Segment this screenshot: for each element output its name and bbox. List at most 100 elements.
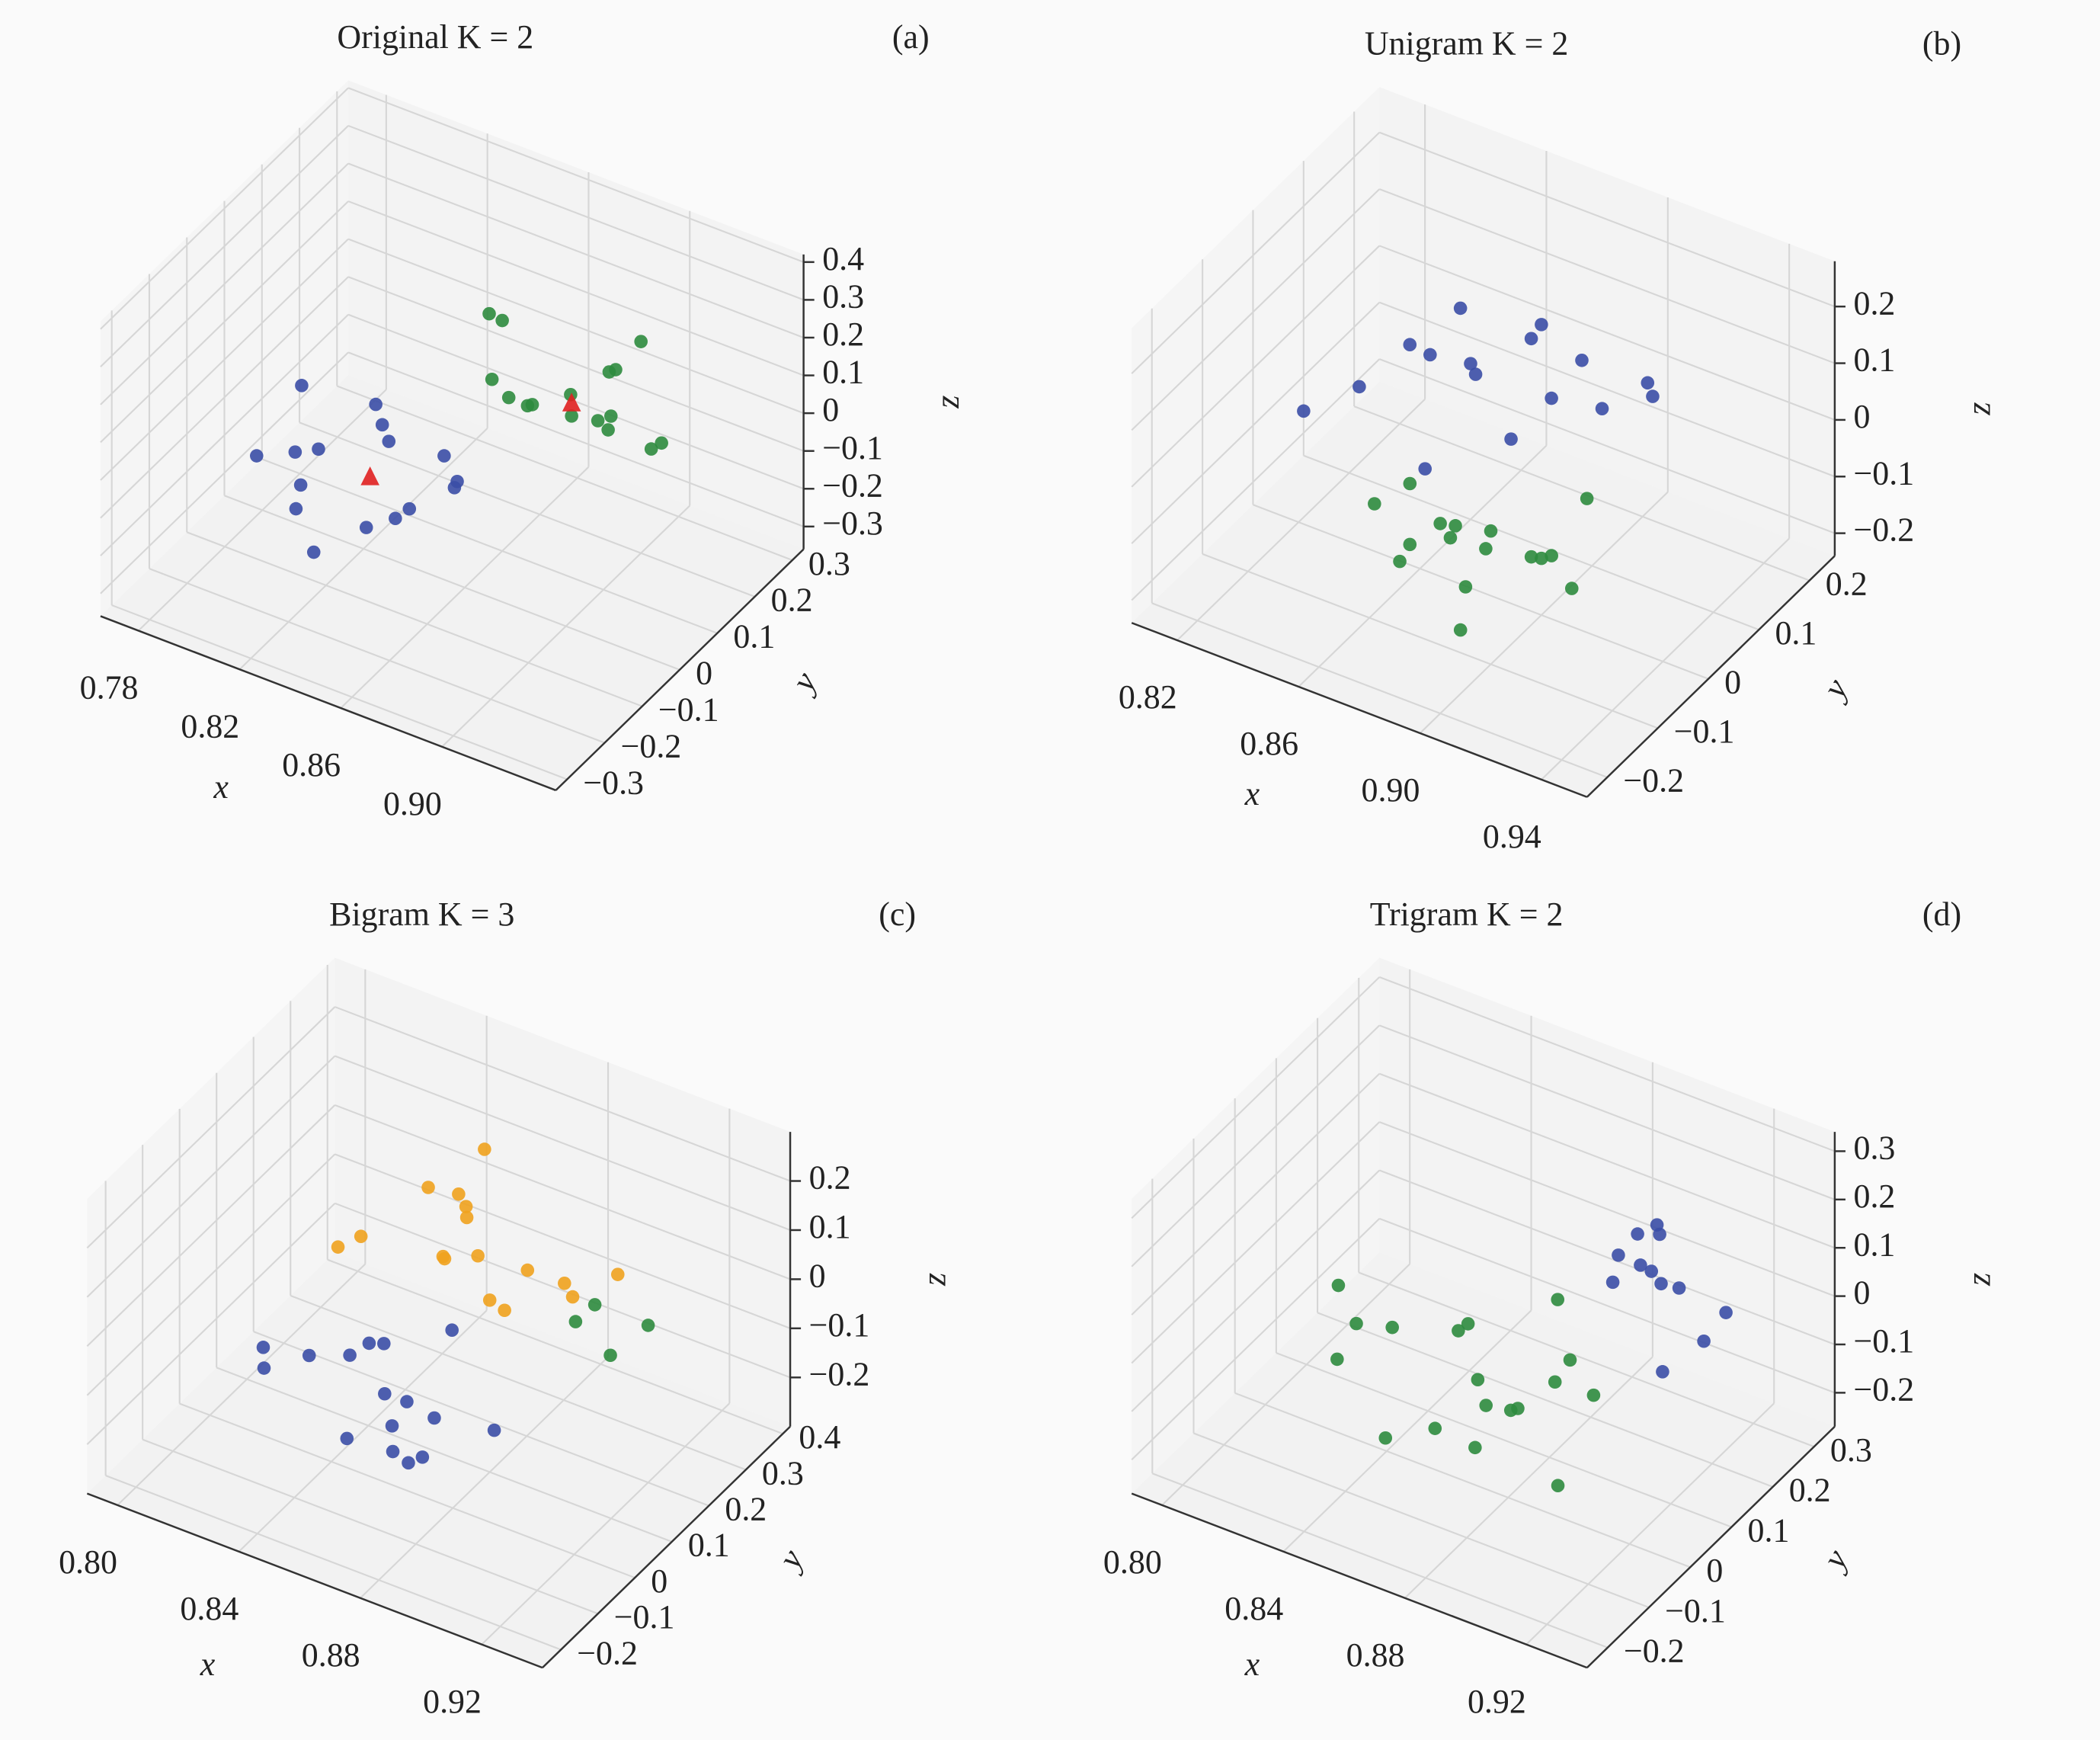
grid-line (336, 385, 793, 561)
point (1595, 402, 1609, 415)
grid-line (100, 125, 349, 368)
grid-line (1378, 301, 1836, 478)
z-tick-label: 0.3 (1854, 1130, 1896, 1167)
point (1641, 376, 1655, 390)
point (558, 1277, 571, 1290)
grid-line (111, 604, 568, 780)
point (1605, 1275, 1620, 1290)
y-tick-label: −0.1 (1674, 713, 1735, 750)
point (1368, 497, 1381, 511)
grid-line (347, 162, 804, 338)
point (485, 372, 499, 386)
point (389, 511, 402, 526)
point (375, 418, 389, 432)
y-tick-label: 0.3 (1830, 1431, 1872, 1469)
axis-line (1131, 1492, 1588, 1669)
grid-line (1193, 1432, 1650, 1608)
point (1453, 301, 1468, 316)
point (1551, 1293, 1565, 1306)
grid-line (1419, 491, 1669, 734)
point (1646, 389, 1660, 403)
point (1423, 348, 1437, 362)
z-tick-label: 0 (1854, 1274, 1871, 1312)
point (1297, 404, 1311, 418)
y-tick-label: 0 (651, 1562, 667, 1600)
grid-line (100, 351, 349, 594)
y-tick-label: −0.2 (1623, 762, 1684, 800)
point (1403, 338, 1417, 351)
y-axis-label: y (783, 665, 824, 700)
grid-line (347, 351, 804, 527)
point (1524, 332, 1538, 346)
point (1452, 1324, 1465, 1338)
point (487, 1423, 501, 1437)
z-tick-label: 0.2 (822, 316, 864, 353)
point (1631, 1227, 1644, 1241)
point (1403, 476, 1417, 491)
pane-left (1132, 87, 1380, 623)
axis-line (86, 1492, 543, 1669)
point (471, 1248, 485, 1263)
point (250, 449, 264, 463)
point (385, 1419, 399, 1433)
chart-title: Bigram K = 3 (329, 896, 514, 933)
z-axis-label: z (1960, 402, 1997, 415)
grid-line (1131, 1218, 1381, 1461)
grid-line (86, 1153, 336, 1396)
point (1331, 1278, 1346, 1293)
point (587, 1298, 602, 1312)
y-tick-label: −0.1 (614, 1598, 675, 1636)
grid-line (224, 495, 680, 671)
grid-line (1378, 358, 1836, 534)
x-axis-label: x (1244, 1645, 1260, 1683)
subplot: 0.780.820.860.90−0.3−0.2−0.100.10.20.3−0… (80, 18, 966, 822)
point (1503, 1403, 1518, 1418)
point (1468, 367, 1483, 381)
pane-floor (1132, 381, 1835, 797)
subplot: 0.800.840.880.92−0.2−0.100.10.20.30.4−0.… (59, 896, 952, 1720)
point (427, 1411, 441, 1425)
z-tick-label: 0 (1854, 398, 1871, 435)
grid-line (1353, 405, 1810, 582)
point (447, 481, 462, 495)
grid-line (1378, 1217, 1836, 1394)
z-tick-label: 0 (809, 1257, 826, 1294)
y-axis-label: y (1813, 1543, 1855, 1577)
z-tick-label: 0.1 (809, 1208, 851, 1245)
grid-line (327, 1258, 783, 1435)
grid-line (100, 238, 349, 481)
z-tick-label: 0.1 (822, 354, 864, 391)
point (362, 1336, 376, 1351)
point (1433, 517, 1447, 530)
point (610, 1267, 625, 1281)
y-axis-label: y (770, 1543, 811, 1577)
x-tick-label: 0.78 (80, 669, 139, 707)
point (1468, 1440, 1482, 1455)
axis-line (1586, 1425, 1836, 1668)
point (306, 545, 321, 559)
x-tick-label: 0.84 (180, 1590, 238, 1627)
grid-line (1176, 398, 1426, 641)
point (565, 1290, 580, 1304)
grid-line (1151, 602, 1608, 778)
point (601, 423, 615, 437)
grid-line (1131, 302, 1381, 544)
point (1535, 551, 1548, 566)
z-tick-label: 0.4 (822, 240, 864, 277)
point (1464, 357, 1477, 370)
grid-line (1276, 1352, 1732, 1528)
y-tick-label: 0 (1706, 1552, 1723, 1589)
point (459, 1200, 473, 1213)
x-tick-label: 0.84 (1224, 1590, 1283, 1627)
grid-line (335, 1153, 791, 1329)
chart-title: Trigram K = 2 (1370, 896, 1564, 933)
z-tick-label: −0.2 (809, 1355, 870, 1392)
grid-line (100, 276, 349, 519)
grid-line (1131, 188, 1381, 431)
point (1650, 1218, 1664, 1232)
grid-line (1303, 454, 1759, 631)
point (402, 501, 417, 516)
point (256, 1341, 271, 1354)
